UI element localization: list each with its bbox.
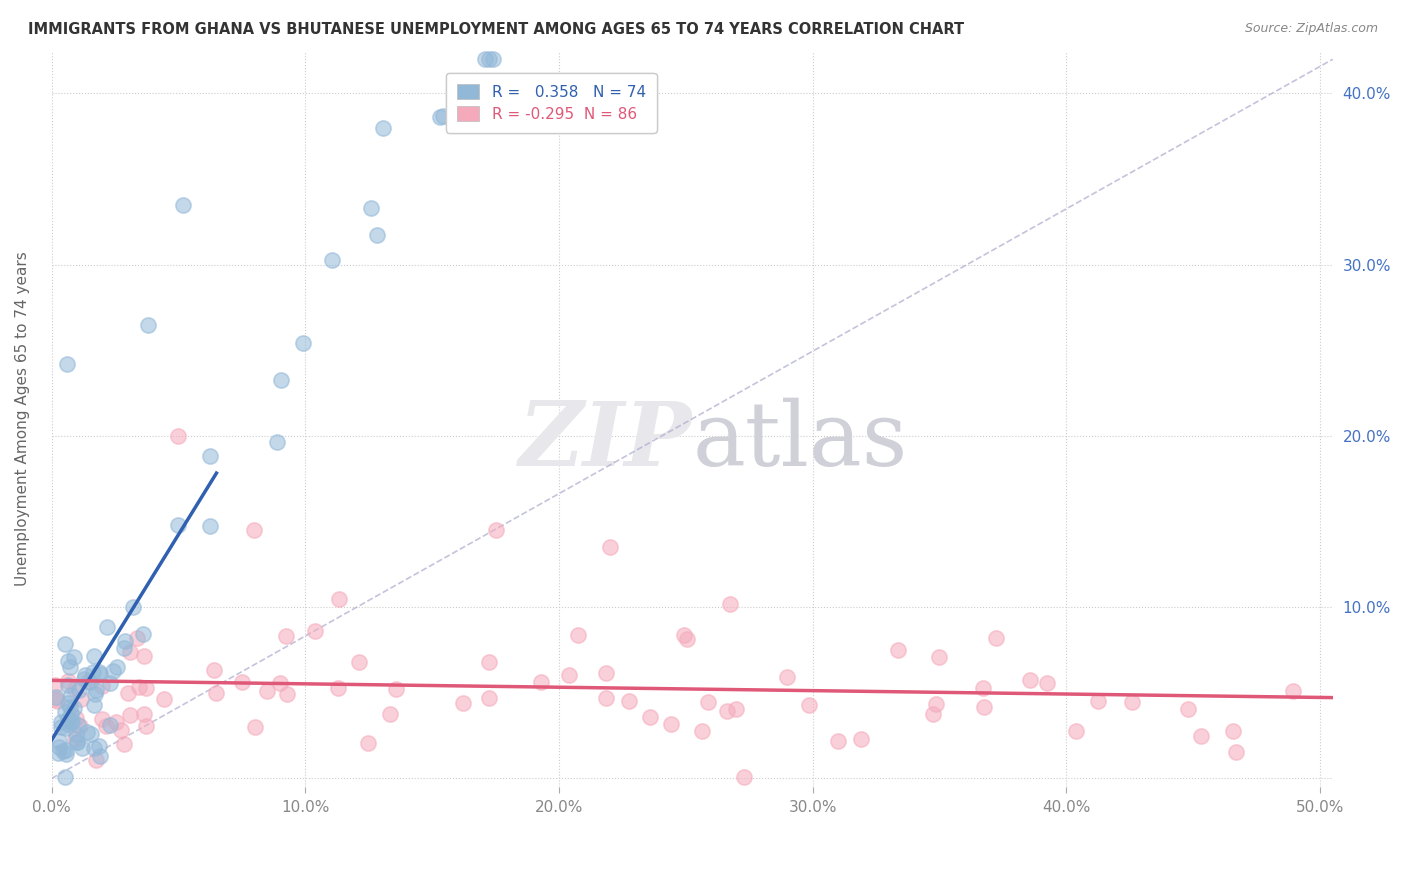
Point — [112, 641, 135, 656]
Point — [52, 744, 75, 758]
Point — [972, 681, 994, 696]
Point — [304, 624, 326, 639]
Point — [567, 628, 589, 642]
Point — [127, 631, 149, 645]
Point — [59, 660, 82, 674]
Point — [617, 693, 640, 707]
Point — [84, 687, 107, 701]
Point — [117, 686, 139, 700]
Point — [451, 696, 474, 710]
Point — [56, 654, 79, 668]
Point — [243, 720, 266, 734]
Point — [63, 731, 86, 746]
Point — [1189, 729, 1212, 743]
Point — [925, 697, 948, 711]
Point — [243, 523, 266, 537]
Point — [132, 626, 155, 640]
Point — [599, 541, 621, 555]
Point — [326, 681, 349, 695]
Point — [921, 707, 943, 722]
Point — [91, 679, 114, 693]
Point — [274, 629, 297, 643]
Point — [1225, 746, 1247, 760]
Point — [58, 673, 80, 688]
Point — [73, 673, 96, 687]
Y-axis label: Unemployment Among Ages 65 to 74 years: Unemployment Among Ages 65 to 74 years — [15, 252, 30, 586]
Point — [385, 682, 408, 697]
Point — [638, 710, 661, 724]
Point — [84, 683, 107, 698]
Point — [132, 706, 155, 721]
Point — [45, 693, 67, 707]
Point — [1064, 723, 1087, 738]
Point — [60, 714, 83, 729]
Point — [328, 592, 350, 607]
Point — [202, 663, 225, 677]
Point — [84, 753, 107, 767]
Point — [80, 727, 103, 741]
Point — [1121, 695, 1143, 709]
Point — [167, 429, 190, 443]
Point — [118, 645, 141, 659]
Point — [45, 690, 67, 704]
Point — [135, 681, 157, 696]
Point — [231, 675, 253, 690]
Point — [128, 680, 150, 694]
Point — [1035, 676, 1057, 690]
Text: ZIP: ZIP — [519, 398, 692, 484]
Point — [474, 52, 496, 66]
Point — [76, 724, 98, 739]
Point — [347, 655, 370, 669]
Point — [76, 673, 98, 688]
Point — [98, 676, 121, 690]
Point — [482, 52, 505, 66]
Point — [558, 668, 581, 682]
Point — [51, 715, 73, 730]
Point — [827, 733, 849, 747]
Point — [380, 707, 402, 722]
Point — [104, 715, 127, 730]
Point — [63, 701, 86, 715]
Point — [595, 690, 617, 705]
Point — [276, 687, 298, 701]
Point — [70, 740, 93, 755]
Point — [432, 109, 454, 123]
Point — [83, 740, 105, 755]
Point — [65, 711, 87, 725]
Point — [53, 706, 76, 720]
Point — [114, 633, 136, 648]
Point — [75, 668, 97, 682]
Point — [716, 704, 738, 718]
Point — [198, 519, 221, 533]
Point — [55, 637, 77, 651]
Point — [89, 748, 111, 763]
Point — [65, 727, 87, 741]
Point — [55, 357, 77, 371]
Point — [120, 708, 142, 723]
Point — [49, 720, 72, 734]
Point — [55, 747, 77, 762]
Point — [53, 770, 76, 784]
Text: Source: ZipAtlas.com: Source: ZipAtlas.com — [1244, 22, 1378, 36]
Point — [122, 599, 145, 614]
Point — [357, 736, 380, 750]
Point — [89, 665, 111, 680]
Point — [886, 643, 908, 657]
Point — [205, 685, 228, 699]
Point — [973, 700, 995, 714]
Point — [673, 627, 696, 641]
Point — [690, 724, 713, 739]
Point — [58, 696, 80, 710]
Point — [269, 676, 291, 690]
Point — [56, 717, 79, 731]
Point — [256, 683, 278, 698]
Legend: R =   0.358   N = 74, R = -0.295  N = 86: R = 0.358 N = 74, R = -0.295 N = 86 — [446, 73, 657, 133]
Point — [46, 747, 69, 761]
Point — [134, 649, 156, 664]
Point — [48, 739, 70, 754]
Point — [69, 719, 91, 733]
Point — [83, 698, 105, 713]
Point — [59, 707, 82, 722]
Point — [153, 692, 176, 706]
